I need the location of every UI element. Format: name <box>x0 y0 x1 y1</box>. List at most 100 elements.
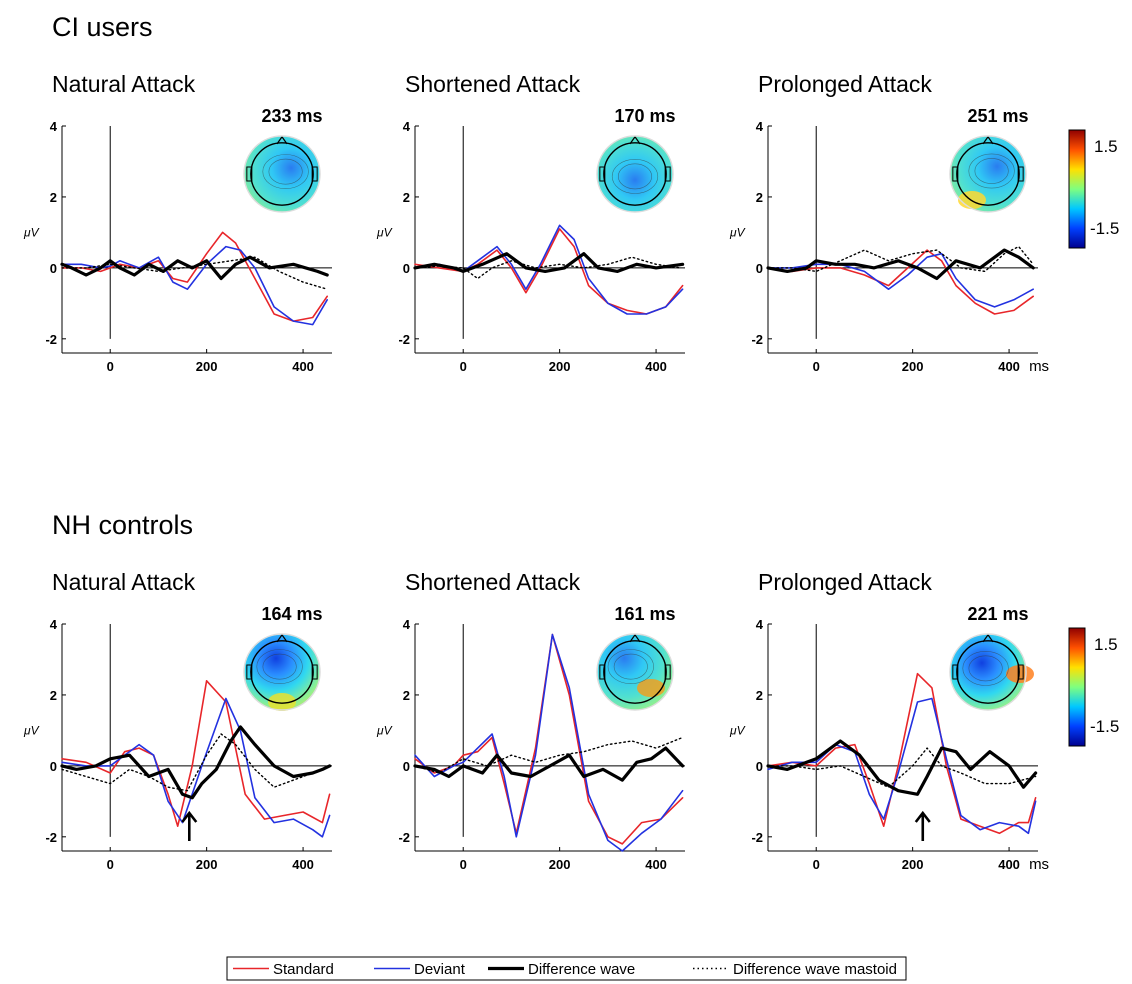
topomap-border <box>596 633 674 711</box>
series-deviant <box>414 224 684 315</box>
head-outline <box>250 640 314 704</box>
topomap-contour <box>262 653 297 680</box>
topomap-contour <box>974 158 1009 184</box>
nose <box>276 135 288 145</box>
panel-title: Shortened Attack <box>405 71 581 97</box>
panel-title: Natural Attack <box>52 569 196 595</box>
x-tick-label: 400 <box>645 359 667 374</box>
y-tick-label: -2 <box>45 830 57 845</box>
left-ear <box>246 664 253 680</box>
topomap-disc <box>597 136 673 212</box>
panel-4: Shortened Attack 4 2 0 -2 μV 0 200 400 161 ms <box>376 569 685 872</box>
topomap-contour <box>968 153 1015 189</box>
topomap-border <box>949 633 1027 711</box>
left-ear <box>246 166 253 182</box>
x-tick-label: 0 <box>107 857 114 872</box>
nose <box>629 633 641 643</box>
panel-5: Prolonged Attack 4 2 0 -2 μV 0 200 400 ms 221 ms <box>729 569 1049 873</box>
y-tick-label: 2 <box>756 688 763 703</box>
latency-label: 233 ms <box>261 106 322 126</box>
legend-label: Deviant <box>414 961 466 978</box>
legend: Standard Deviant Difference wave Difference… <box>226 956 907 981</box>
topomap-warm-patch <box>1006 665 1034 683</box>
colorbar-1 <box>1068 627 1086 747</box>
head-outline <box>956 142 1020 206</box>
series-deviant <box>767 252 1034 308</box>
topomap-contour <box>968 655 1003 682</box>
latency-label: 164 ms <box>261 604 322 624</box>
colorbar-0 <box>1068 129 1086 249</box>
y-tick-label: 2 <box>50 190 57 205</box>
x-tick-label: 400 <box>645 857 667 872</box>
topomap-contour <box>256 649 303 685</box>
left-ear <box>952 166 959 182</box>
head-outline <box>956 640 1020 704</box>
topomap-contour <box>611 158 659 194</box>
legend-label: Difference wave <box>528 961 635 978</box>
x-tick-label: 200 <box>549 857 571 872</box>
y-tick-label: 4 <box>756 119 764 134</box>
series-standard <box>767 672 1037 835</box>
y-tick-label: 0 <box>756 261 763 276</box>
y-tick-label: 2 <box>756 190 763 205</box>
topomap-contour <box>268 158 303 185</box>
y-tick-label: -2 <box>398 830 410 845</box>
series-deviant <box>61 697 331 838</box>
group-title-1: NH controls <box>52 510 193 540</box>
topomap <box>596 633 674 711</box>
topomap-contour <box>613 653 648 680</box>
topomap-disc <box>950 634 1026 710</box>
topomap <box>243 135 321 213</box>
series-difference-wave <box>766 248 1035 281</box>
panel-title: Shortened Attack <box>405 569 581 595</box>
topomap <box>596 135 674 213</box>
series-difference-wave-mastoid <box>61 733 331 792</box>
x-tick-label: 200 <box>902 857 924 872</box>
panel-title: Prolonged Attack <box>758 71 932 97</box>
y-tick-label: -2 <box>751 830 763 845</box>
y-tick-label: 0 <box>50 759 57 774</box>
topomap-border <box>596 135 674 213</box>
y-tick-label: 0 <box>403 261 410 276</box>
series-difference-wave-mastoid <box>767 245 1034 273</box>
y-tick-label: 2 <box>403 688 410 703</box>
topomap-contour <box>962 651 1009 686</box>
series-difference-wave-mastoid <box>767 747 1037 788</box>
y-tick-label: 4 <box>403 617 411 632</box>
x-axis-label: ms <box>1029 358 1049 375</box>
y-tick-label: 4 <box>50 119 58 134</box>
y-axis-label: μV <box>23 225 40 239</box>
topomap <box>949 633 1034 711</box>
panel-3: Natural Attack 4 2 0 -2 μV 0 200 400 164 ms <box>23 569 332 872</box>
y-axis-label: μV <box>729 225 746 239</box>
head-outline <box>603 640 667 704</box>
y-tick-label: -2 <box>398 332 410 347</box>
legend-label: Standard <box>273 961 334 978</box>
group-title-0: CI users <box>52 12 153 42</box>
right-ear <box>664 166 671 182</box>
x-tick-label: 400 <box>998 857 1020 872</box>
nose <box>629 135 641 145</box>
y-axis-label: μV <box>376 723 393 737</box>
topomap-border <box>949 135 1027 213</box>
topomap-disc <box>244 136 320 212</box>
y-tick-label: 4 <box>403 119 411 134</box>
right-ear <box>311 166 318 182</box>
x-axis-label: ms <box>1029 856 1049 873</box>
y-axis-label: μV <box>23 723 40 737</box>
topomap-contour <box>607 649 654 685</box>
right-ear <box>664 664 671 680</box>
right-ear <box>311 664 318 680</box>
x-tick-label: 0 <box>460 857 467 872</box>
topomap-warm-patch <box>268 693 296 711</box>
y-tick-label: 2 <box>50 688 57 703</box>
topomap <box>243 633 321 711</box>
x-tick-label: 0 <box>813 359 820 374</box>
arrow-head <box>914 810 931 823</box>
head-outline <box>250 142 314 206</box>
y-tick-label: 0 <box>756 759 763 774</box>
y-tick-label: 2 <box>403 190 410 205</box>
x-tick-label: 0 <box>813 857 820 872</box>
x-tick-label: 200 <box>196 359 218 374</box>
